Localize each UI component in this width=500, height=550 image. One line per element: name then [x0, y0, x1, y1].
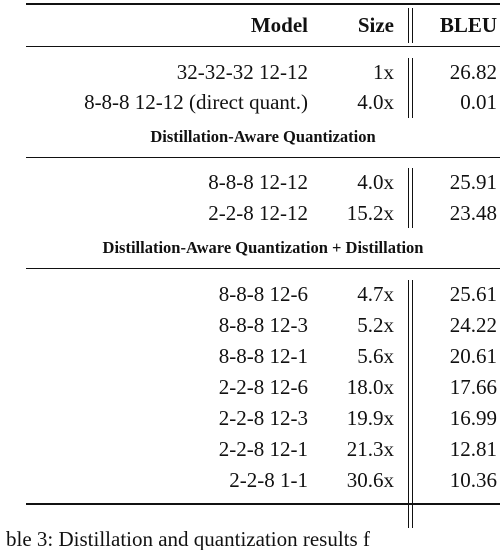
row-size: 4.7x: [357, 282, 394, 306]
header-double-rule-right: [412, 8, 413, 43]
row-size: 15.2x: [346, 201, 394, 225]
table-header: Model Size BLEU: [0, 9, 500, 42]
row-bleu: 25.61: [449, 282, 497, 306]
row-size: 1x: [373, 60, 394, 84]
table-row: 8-8-8 12-3 5.2x 24.22: [0, 309, 500, 342]
row-size: 5.6x: [357, 344, 394, 368]
row-bleu: 16.99: [449, 406, 497, 430]
section-title: Distillation-Aware Quantization + Distil…: [102, 238, 424, 257]
header-model: Model: [250, 13, 308, 37]
row-size: 21.3x: [346, 437, 394, 461]
group2-double-rule-right: [412, 280, 413, 528]
row-model: 2-2-8 1-1: [229, 468, 308, 492]
table-caption: ble 3: Distillation and quantization res…: [6, 528, 370, 550]
group0-double-rule-left: [408, 58, 409, 118]
row-bleu: 26.82: [449, 60, 497, 84]
row-size: 30.6x: [346, 468, 394, 492]
row-model: 32-32-32 12-12: [176, 60, 308, 84]
group2-double-rule-left: [408, 280, 409, 528]
row-size: 4.0x: [357, 90, 394, 114]
row-size: 5.2x: [357, 313, 394, 337]
table-row: 8-8-8 12-6 4.7x 25.61: [0, 278, 500, 311]
row-model: 8-8-8 12-3: [218, 313, 308, 337]
row-bleu: 23.48: [449, 201, 497, 225]
group1-double-rule-right: [412, 168, 413, 228]
row-model: 8-8-8 12-12 (direct quant.): [84, 90, 308, 114]
row-size: 18.0x: [346, 375, 394, 399]
table-row: 2-2-8 12-6 18.0x 17.66: [0, 371, 500, 404]
row-bleu: 12.81: [449, 437, 497, 461]
section-title: Distillation-Aware Quantization: [150, 127, 376, 146]
table-row: 2-2-8 1-1 30.6x 10.36: [0, 464, 500, 497]
row-bleu: 10.36: [449, 468, 497, 492]
table-row: 2-2-8 12-12 15.2x 23.48: [0, 197, 500, 230]
row-model: 2-2-8 12-3: [218, 406, 308, 430]
header-bottom-rule: [26, 46, 500, 47]
row-model: 8-8-8 12-12: [208, 170, 308, 194]
row-model: 8-8-8 12-6: [218, 282, 308, 306]
table-row: 8-8-8 12-12 (direct quant.) 4.0x 0.01: [0, 86, 500, 119]
table-bottom-rule: [26, 503, 500, 505]
table-row: 8-8-8 12-12 4.0x 25.91: [0, 166, 500, 199]
group0-double-rule-right: [412, 58, 413, 118]
table-row: 2-2-8 12-3 19.9x 16.99: [0, 402, 500, 435]
row-bleu: 20.61: [449, 344, 497, 368]
row-model: 8-8-8 12-1: [218, 344, 308, 368]
row-model: 2-2-8 12-1: [218, 437, 308, 461]
table-row: 2-2-8 12-1 21.3x 12.81: [0, 433, 500, 466]
row-bleu: 25.91: [449, 170, 497, 194]
row-bleu: 17.66: [449, 375, 497, 399]
row-model: 2-2-8 12-12: [208, 201, 308, 225]
row-model: 2-2-8 12-6: [218, 375, 308, 399]
table-top-rule: [26, 3, 500, 5]
row-bleu: 24.22: [449, 313, 497, 337]
row-bleu: 0.01: [460, 90, 497, 114]
header-size: Size: [357, 13, 394, 37]
table-row: 8-8-8 12-1 5.6x 20.61: [0, 340, 500, 373]
section-rule: [26, 268, 500, 269]
row-size: 19.9x: [346, 406, 394, 430]
section-rule: [26, 157, 500, 158]
header-bleu: BLEU: [439, 13, 497, 37]
row-size: 4.0x: [357, 170, 394, 194]
table-row: 32-32-32 12-12 1x 26.82: [0, 56, 500, 89]
header-double-rule-left: [408, 8, 409, 43]
group1-double-rule-left: [408, 168, 409, 228]
